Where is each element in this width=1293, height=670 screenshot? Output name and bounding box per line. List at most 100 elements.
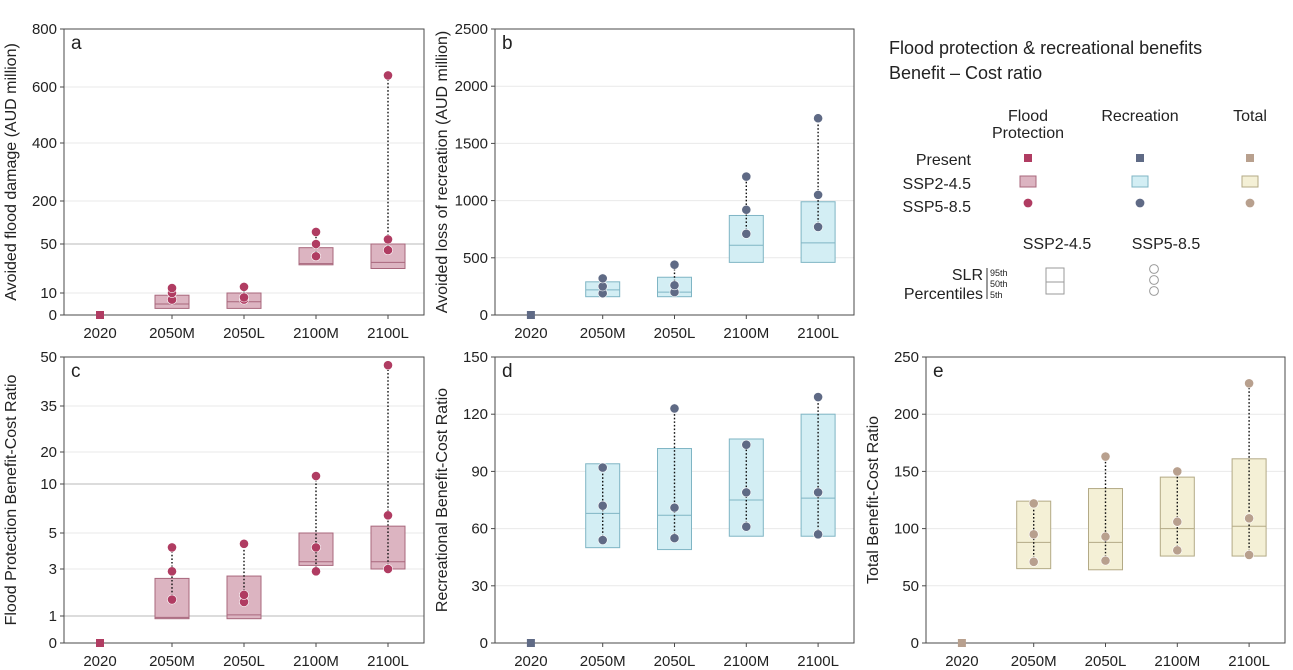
ssp5-point [239,292,249,303]
legend-subtitle: Benefit – Cost ratio [889,63,1042,83]
ssp5-point [311,227,321,237]
plot-frame [63,28,425,316]
y-tick-label: 150 [463,349,488,366]
ssp5-point [383,564,393,574]
ssp5-point [741,487,752,498]
ssp5-point [813,189,823,200]
y-tick-label: 10 [40,476,57,493]
ssp5-point [167,566,177,577]
x-tick-label: 2100M [1154,653,1200,670]
y-axis-label: Flood Protection Benefit-Cost Ratio [3,375,20,626]
ssp5-point [813,487,823,498]
ssp5-point [1172,516,1183,527]
legend-percentiles: Percentiles [904,286,983,303]
x-tick-label: 2050L [654,653,696,670]
present-marker [957,639,966,647]
ssp2-box [728,214,764,263]
legend-row-ssp2: SSP2-4.5 [903,176,972,193]
ssp5-point [167,594,177,605]
x-tick-label: 2020 [945,653,978,670]
legend-percentile-circle [1149,275,1159,285]
ssp5-point [1028,556,1039,567]
legend-pct-95: 95th [990,268,1008,278]
x-tick-label: 2050M [580,653,626,670]
present-marker [526,639,535,647]
y-tick-label: 0 [480,635,488,652]
legend-col-flood-2: Protection [992,125,1064,142]
y-tick-label: 500 [463,250,488,267]
x-tick-label: 2050L [1085,653,1127,670]
legend-pct-5: 5th [990,290,1003,300]
ssp5-point [741,439,752,450]
y-tick-label: 1000 [455,193,488,210]
y-tick-label: 60 [471,521,488,538]
legend-row-ssp5: SSP5-8.5 [903,199,972,216]
y-tick-label: 90 [471,463,488,480]
y-tick-label: 1 [49,608,57,625]
ssp5-point [597,462,608,473]
y-tick-label: 0 [49,307,57,324]
y-tick-label: 30 [471,578,488,595]
ssp5-point [1172,466,1183,477]
x-tick-label: 2100L [797,653,839,670]
x-tick-label: 2020 [83,325,116,342]
x-tick-label: 2100L [797,325,839,342]
panel-a: 0 10 50 200 400 600 800 2020 2050M 2050L 2100M 2100… [3,21,425,342]
legend-ssp5-flood [1023,198,1033,208]
y-tick-label: 50 [40,236,57,253]
ssp5-point [1028,529,1039,540]
ssp5-point [383,70,393,81]
y-tick-label: 600 [32,79,57,96]
y-tick-label: 0 [480,307,488,324]
plot-frame [494,28,855,316]
ssp5-point [669,502,680,513]
ssp5-point [239,538,249,549]
y-tick-label: 0 [911,635,919,652]
y-axis-label: Avoided flood damage (AUD million) [3,43,20,301]
panel-d: 0 30 60 90 120 150 2020 2050M 2050L 2100M 2100L Rec… [434,349,855,670]
ssp5-point [669,533,680,544]
x-tick-label: 2050M [580,325,626,342]
y-tick-label: 200 [32,193,57,210]
ssp5-point [311,542,321,553]
ssp5-point [1028,498,1039,509]
y-tick-label: 400 [32,135,57,152]
legend-ssp2-rec [1131,175,1149,188]
x-tick-label: 2100M [293,653,339,670]
ssp5-point [741,228,752,239]
ssp5-point [311,566,321,577]
y-tick-label: 20 [40,444,57,461]
legend-slr: SLR [952,267,983,284]
y-tick-label: 250 [894,349,919,366]
y-tick-label: 10 [40,285,57,302]
x-tick-label: 2100L [367,325,409,342]
ssp5-point [1172,545,1183,556]
ssp5-point [239,281,249,292]
ssp5-point [669,280,680,291]
ssp5-point [167,283,177,293]
panel-b: 0 500 1000 1500 2000 2500 2020 2050M 2050L 2100M 2… [434,21,855,342]
ssp5-point [167,542,177,553]
ssp5-point [383,245,393,256]
ssp5-point [1244,378,1254,389]
ssp5-point [1100,451,1111,462]
y-tick-label: 35 [40,398,57,415]
panel-letter: c [71,361,81,382]
ssp5-point [383,360,393,371]
legend-pct-50: 50th [990,279,1008,289]
ssp5-point [311,471,321,481]
ssp5-point [813,222,823,232]
legend-col-recreation: Recreation [1101,108,1178,125]
x-tick-label: 2050M [1011,653,1057,670]
legend-col-total: Total [1233,108,1267,125]
x-tick-label: 2100M [723,653,769,670]
y-tick-label: 5 [49,525,57,542]
panel-letter: e [933,361,944,382]
ssp5-point [741,521,752,532]
x-tick-label: 2050L [223,653,265,670]
ssp5-point [1100,531,1111,542]
legend-present-rec [1136,154,1144,162]
ssp2-box [800,201,836,263]
legend-ssp5-rec [1135,198,1145,208]
